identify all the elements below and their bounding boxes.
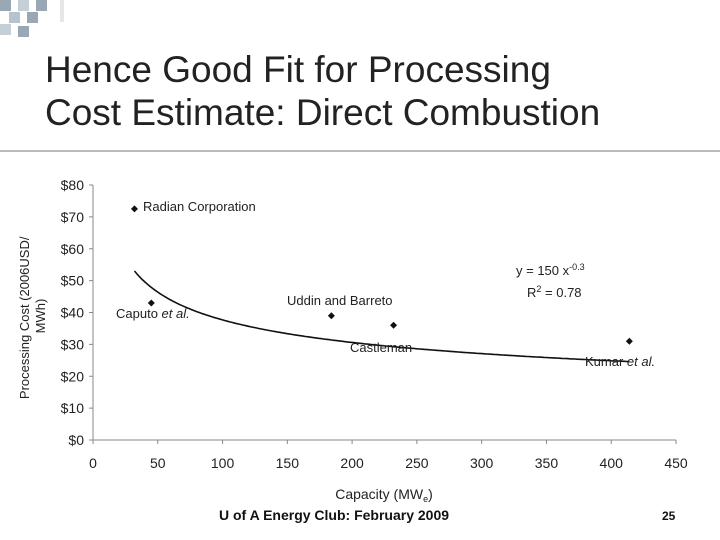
point-label-caputo: Caputo et al. — [116, 306, 190, 321]
y-axis-title: Processing Cost (2006USD/ MWh) — [17, 233, 48, 399]
x-tick-label: 450 — [664, 455, 688, 471]
caputo-etal: et al. — [162, 306, 190, 321]
r2-value: = 0.78 — [541, 285, 581, 300]
x-axis-title-sub: e — [423, 494, 428, 504]
x-tick-label: 200 — [340, 455, 364, 471]
point-label-kumar: Kumar et al. — [585, 354, 655, 369]
y-axis-title-line-2: MWh) — [33, 299, 48, 334]
point-label-uddin: Uddin and Barreto — [287, 293, 393, 308]
data-points — [130, 205, 633, 345]
fit-r2: R2 = 0.78 — [527, 284, 582, 300]
title-divider — [0, 150, 720, 152]
data-point — [130, 205, 138, 213]
y-tick-label: $40 — [61, 305, 85, 321]
x-tick-label: 400 — [600, 455, 624, 471]
fit-curve — [133, 270, 630, 363]
y-tick-label: $70 — [61, 209, 85, 225]
x-axis-title-close: ) — [428, 486, 433, 502]
point-label-castleman: Castleman — [350, 340, 412, 355]
kumar-name: Kumar — [585, 354, 627, 369]
x-tick-label: 150 — [276, 455, 300, 471]
x-tick-label: 100 — [211, 455, 235, 471]
data-point — [147, 299, 155, 307]
x-tick-label: 50 — [150, 455, 166, 471]
x-tick-labels: 0 50 100 150 200 250 300 350 400 450 — [89, 440, 688, 471]
chart: $0 $10 $20 $30 $40 $50 $60 $70 $80 0 50 100 150 200 2… — [17, 177, 688, 504]
page-number: 25 — [662, 509, 676, 523]
y-tick-label: $0 — [68, 432, 84, 448]
footer-text: U of A Energy Club: February 2009 — [219, 507, 450, 523]
data-point — [390, 321, 398, 329]
r2-superscript: 2 — [536, 284, 541, 294]
x-tick-label: 0 — [89, 455, 97, 471]
r2-letter: R — [527, 285, 536, 300]
y-tick-label: $20 — [61, 368, 85, 384]
fit-equation-main: y = 150 x — [516, 263, 570, 278]
x-tick-label: 250 — [405, 455, 429, 471]
y-tick-labels: $0 $10 $20 $30 $40 $50 $60 $70 $80 — [61, 177, 93, 448]
y-tick-label: $80 — [61, 177, 85, 193]
y-tick-label: $60 — [61, 241, 85, 257]
x-axis-title: Capacity (MWe) — [335, 486, 433, 504]
x-tick-label: 350 — [535, 455, 559, 471]
data-point — [327, 312, 335, 320]
x-tick-label: 300 — [470, 455, 494, 471]
point-label-radian: Radian Corporation — [143, 199, 256, 214]
slide-title-line-2: Cost Estimate: Direct Combustion — [45, 92, 601, 133]
fit-equation-exponent: -0.3 — [569, 262, 585, 272]
decorative-checker — [0, 0, 58, 42]
slide-title: Hence Good Fit for Processing Cost Estim… — [45, 48, 705, 134]
decorative-band — [60, 0, 720, 22]
kumar-etal: et al. — [627, 354, 655, 369]
data-point — [625, 337, 633, 345]
fit-equation: y = 150 x-0.3 — [516, 262, 585, 278]
y-axis-title-line-1: Processing Cost (2006USD/ — [17, 236, 32, 399]
y-tick-label: $50 — [61, 273, 85, 289]
x-axis-title-main: Capacity (MW — [335, 486, 424, 502]
y-tick-label: $10 — [61, 400, 85, 416]
y-tick-label: $30 — [61, 336, 85, 352]
slide-title-line-1: Hence Good Fit for Processing — [45, 49, 551, 90]
caputo-name: Caputo — [116, 306, 162, 321]
